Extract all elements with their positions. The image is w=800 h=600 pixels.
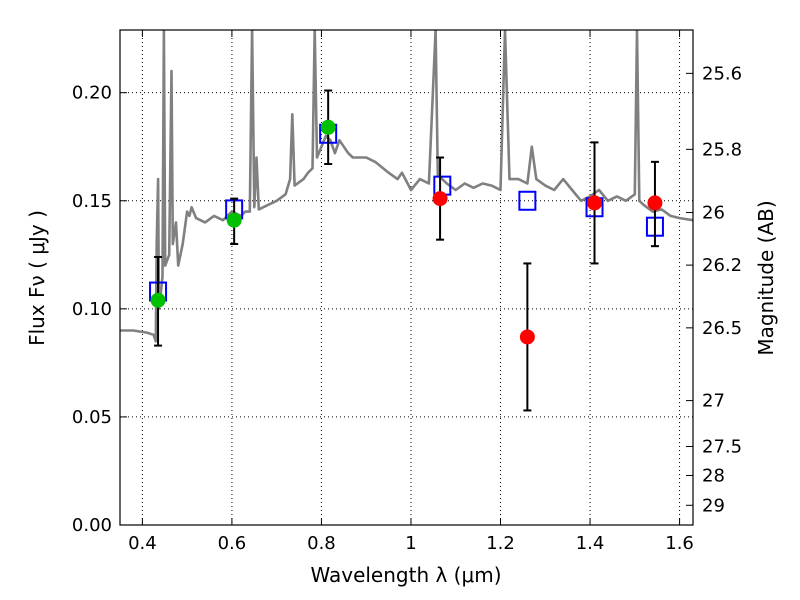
x-tick-label: 0.6: [218, 533, 247, 554]
observed-flux-point: [519, 329, 535, 345]
right-tick-label: 25.8: [702, 139, 742, 160]
right-tick-label: 27.5: [702, 437, 742, 458]
plot-area: [120, 30, 693, 412]
observed-flux-point: [587, 195, 603, 211]
plot-frame: [119, 29, 694, 526]
right-axis-label: Magnitude (AB): [754, 200, 778, 355]
model-photometry-square: [518, 190, 537, 211]
grid-lines: [120, 30, 693, 526]
y-tick-label: 0.15: [72, 191, 112, 212]
x-tick-label: 1.6: [665, 533, 694, 554]
right-tick-label: 26: [702, 203, 725, 224]
x-tick-label: 1.2: [486, 533, 515, 554]
right-tick-label: 26.5: [702, 318, 742, 339]
model-spectrum-line: [120, 30, 693, 343]
observed-flux-point: [150, 292, 166, 308]
right-tick-label: 26.2: [702, 255, 742, 276]
y-tick-label: 0.10: [72, 299, 112, 320]
x-tick-label: 1.4: [576, 533, 605, 554]
plot-contents: [120, 30, 693, 412]
x-tick-label: 1: [405, 533, 416, 554]
right-tick-label: 29: [702, 495, 725, 516]
y-tick-label: 0.05: [72, 407, 112, 428]
x-tick-label: 0.4: [128, 533, 157, 554]
x-axis-label: Wavelength λ (μm): [310, 563, 501, 587]
right-tick-label: 25.6: [702, 63, 742, 84]
observed-flux-point: [647, 195, 663, 211]
right-tick-label: 28: [702, 465, 725, 486]
y-axis-label: Flux Fν ( μJy ): [25, 210, 49, 346]
y-tick-label: 0.00: [72, 515, 112, 536]
axis-ticks: 0.4 0.6 0.8 1 1.2 1.4 1.6 0.00 0.05 0.10 0.15 0.20 2…: [72, 30, 742, 554]
observed-flux-point: [226, 212, 242, 228]
x-tick-label: 0.8: [307, 533, 336, 554]
observed-flux-point: [320, 119, 336, 135]
observed-flux-point: [432, 191, 448, 207]
right-tick-label: 27: [702, 391, 725, 412]
y-tick-label: 0.20: [72, 83, 112, 104]
